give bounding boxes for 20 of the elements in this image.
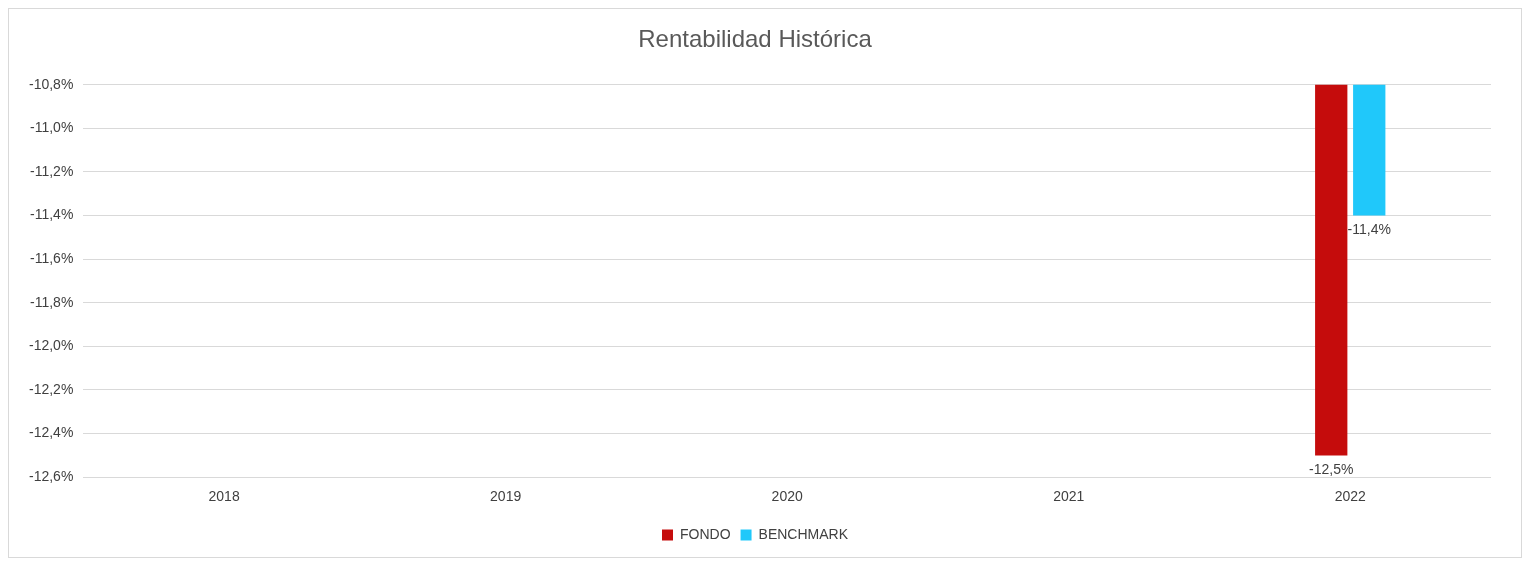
legend-label: FONDO [680, 525, 731, 542]
y-tick-label: -11,0% [30, 119, 74, 136]
y-tick-label: -11,2% [30, 162, 74, 179]
x-tick-label: 2022 [1334, 488, 1367, 505]
x-tick-label: 2018 [208, 488, 240, 505]
data-label: -11,4% [1347, 221, 1391, 238]
y-tick-label: -11,6% [30, 250, 74, 267]
x-tick-label: 2020 [771, 488, 803, 505]
y-tick-label: -11,4% [30, 206, 74, 223]
data-label: -12,5% [1309, 461, 1354, 478]
y-tick-label: -12,6% [29, 468, 74, 485]
x-tick-label: 2021 [1053, 488, 1085, 505]
y-tick-label: -10,8% [29, 75, 74, 92]
y-tick-label: -12,2% [29, 380, 74, 397]
y-tick-label: -12,4% [29, 424, 74, 441]
y-tick-label: -11,8% [30, 293, 74, 310]
y-tick-label: -12,0% [29, 337, 74, 354]
legend-label: BENCHMARK [758, 525, 849, 542]
chart-title: Rentabilidad Histórica [638, 25, 873, 53]
x-tick-label: 2019 [490, 488, 522, 505]
